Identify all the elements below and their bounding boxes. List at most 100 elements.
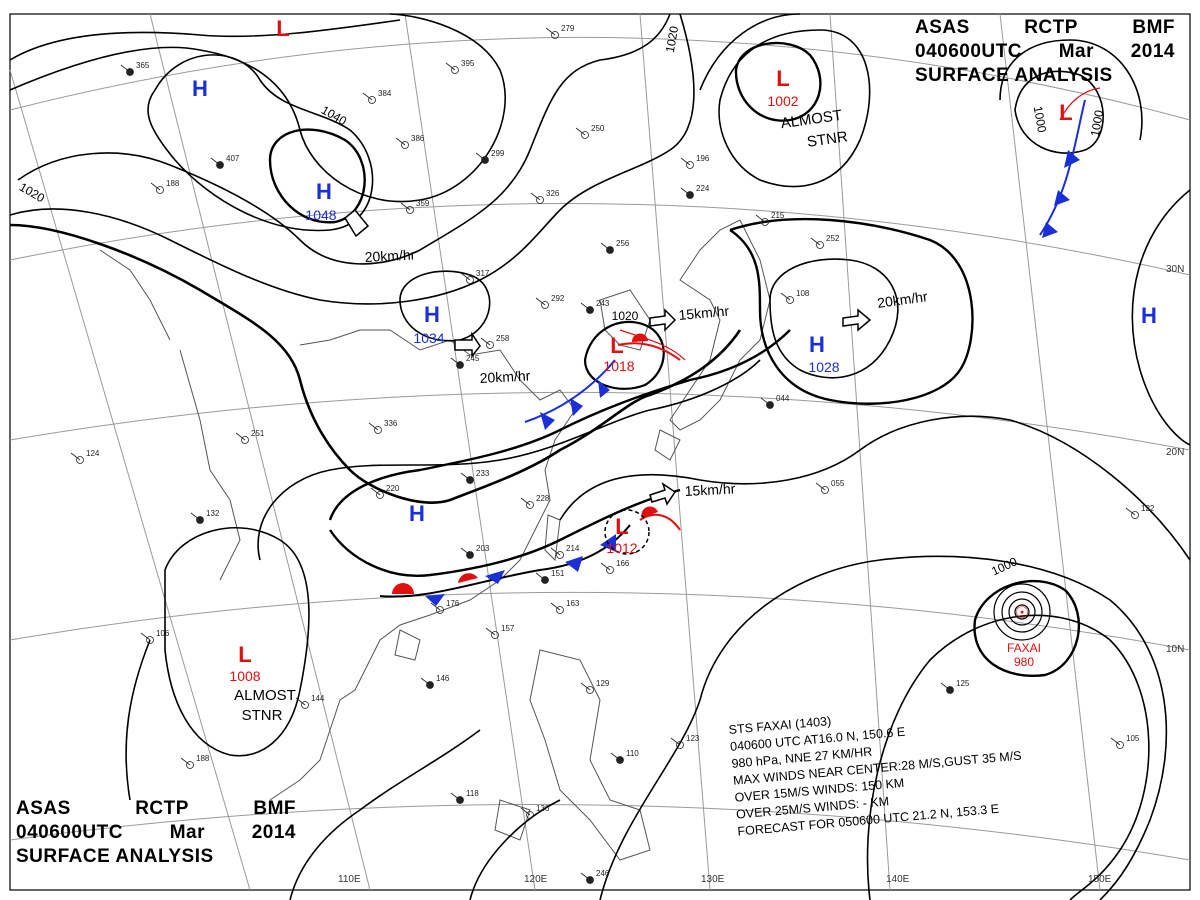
wind-barb — [535, 572, 546, 581]
station-circle — [536, 196, 544, 204]
station-circle — [541, 301, 549, 309]
station-pressure: 151 — [551, 569, 565, 578]
station-pressure: 203 — [476, 544, 490, 553]
wind-barb — [580, 682, 591, 691]
wind-barb — [550, 602, 561, 611]
station-pressure: 188 — [196, 754, 210, 763]
wind-barb — [760, 397, 771, 406]
movement-arrow — [344, 208, 370, 238]
station-pressure: 122 — [1141, 504, 1155, 513]
station-circle — [374, 426, 382, 434]
latitude-label: 20N — [1166, 447, 1184, 458]
movement-arrow — [842, 308, 872, 332]
wind-barb — [180, 757, 191, 766]
wind-barb — [680, 187, 691, 196]
isobar — [9, 19, 401, 61]
station-circle — [676, 741, 684, 749]
wind-barb — [368, 422, 379, 431]
station-pressure: 256 — [616, 239, 630, 248]
station-pressure: 395 — [461, 59, 475, 68]
wind-barb — [210, 157, 221, 166]
title-block-bottom-left: ASAS RCTP BMF 040600UTC Mar 2014 SURFACE ANA… — [16, 797, 296, 869]
wind-barb — [120, 64, 131, 73]
station-circle — [526, 501, 534, 509]
station-circle — [581, 131, 589, 139]
station-circle — [146, 636, 154, 644]
lon-line-120e — [404, 13, 536, 891]
isobar-typhoon-ring — [1001, 591, 1043, 633]
station-pressure: 132 — [206, 509, 220, 518]
wind-barb — [520, 497, 531, 506]
cold-front-yellow-sea — [524, 359, 616, 430]
wind-barb — [810, 237, 821, 246]
isobar — [9, 13, 506, 203]
wind-barb — [450, 357, 461, 366]
title-code: BMF — [1132, 17, 1175, 38]
cold-front-barb — [1042, 222, 1058, 238]
high-symbol: H — [809, 332, 825, 357]
longitude-label: 120E — [524, 874, 548, 885]
wind-barb — [430, 602, 441, 611]
movement-speed-label: 20km/hr — [876, 288, 929, 311]
wind-barb — [190, 512, 201, 521]
isobar-1000-typhoon — [973, 579, 1080, 677]
station-circle — [556, 551, 564, 559]
map-border — [9, 13, 1191, 891]
station-pressure: 124 — [86, 449, 100, 458]
title-month: Mar — [169, 822, 205, 843]
station-circle — [76, 456, 84, 464]
station-circle — [301, 701, 309, 709]
station-circle — [586, 686, 594, 694]
isobar-1020-thick — [9, 223, 742, 504]
wind-barb — [140, 632, 151, 641]
isobars — [9, 13, 1191, 900]
typhoon-info-block: STS FAXAI (1403) 040600 UTC AT16.0 N, 15… — [728, 697, 1027, 841]
station-pressure: 166 — [616, 559, 630, 568]
station-pressure: 386 — [411, 134, 425, 143]
wind-barb — [580, 302, 591, 311]
station-pressure: 251 — [251, 429, 265, 438]
isobar-1040 — [147, 54, 374, 232]
station-pressure: 407 — [226, 154, 240, 163]
pressure-value: 1028 — [808, 359, 839, 375]
station-circle — [466, 276, 474, 284]
wind-barb — [755, 214, 766, 223]
wind-barb — [150, 182, 161, 191]
wind-barb — [445, 62, 456, 71]
title-year: 2014 — [251, 822, 296, 843]
station-pressure: 243 — [596, 299, 610, 308]
title-agency: ASAS — [16, 798, 71, 819]
station-pressure: 365 — [136, 61, 150, 70]
station-pressure: 144 — [311, 694, 325, 703]
station-pressure: 055 — [831, 479, 845, 488]
wind-barb — [70, 452, 81, 461]
wind-barb — [475, 152, 486, 161]
isobar — [729, 217, 974, 405]
pressure-value: 1034 — [413, 330, 444, 346]
pressure-value: 1008 — [229, 668, 260, 684]
wind-barb — [480, 337, 491, 346]
longitude-label: 140E — [886, 874, 910, 885]
title-month: Mar — [1058, 41, 1094, 62]
pressure-value: 1012 — [606, 540, 637, 556]
high-symbol: H — [316, 179, 332, 204]
title-code: BMF — [253, 798, 296, 819]
wind-barb — [815, 482, 826, 491]
wind-barb — [395, 137, 406, 146]
typhoon-icon: ☉ — [1015, 605, 1029, 622]
low-track — [1059, 87, 1101, 121]
station-circle — [686, 161, 694, 169]
wind-barb — [550, 547, 561, 556]
wind-barb — [460, 472, 471, 481]
cold-front-east — [1039, 99, 1086, 238]
title-year: 2014 — [1130, 41, 1175, 62]
wind-barb — [460, 272, 471, 281]
latitude-label: 30N — [1166, 264, 1184, 275]
isobar-1008 — [164, 527, 310, 757]
wind-barb — [370, 487, 381, 496]
isobar-label: 1020 — [612, 309, 639, 323]
station-pressure: 359 — [416, 199, 430, 208]
station-pressure: 044 — [776, 394, 790, 403]
wind-barb — [575, 127, 586, 136]
station-circle — [491, 631, 499, 639]
